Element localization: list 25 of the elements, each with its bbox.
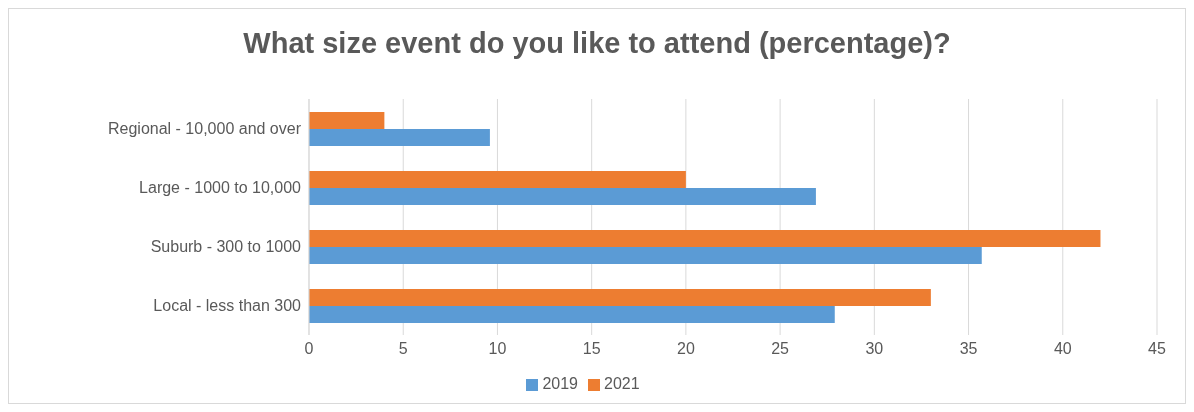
x-tick-label: 25 — [771, 340, 790, 358]
bar — [309, 187, 816, 205]
bar — [309, 288, 931, 306]
legend-label: 2021 — [604, 375, 640, 392]
y-tick-label: Regional - 10,000 and over — [107, 120, 302, 138]
y-tick-label: Large - 1000 to 10,000 — [139, 179, 302, 197]
x-tick-label: 20 — [676, 340, 695, 358]
x-tick-label: 5 — [398, 340, 408, 358]
legend-label: 2019 — [542, 375, 578, 392]
bar — [309, 111, 385, 129]
x-tick-label: 0 — [304, 340, 314, 358]
chart-title: What size event do you like to attend (percentage)? — [242, 26, 952, 61]
bar — [309, 229, 1101, 247]
x-tick-label: 15 — [582, 340, 601, 358]
x-tick-label: 35 — [959, 340, 978, 358]
bar — [309, 305, 835, 323]
bar — [309, 128, 490, 146]
x-tick-label: 45 — [1148, 340, 1166, 358]
bar — [309, 246, 982, 264]
x-tick-label: 10 — [488, 340, 507, 358]
x-tick-label: 30 — [865, 340, 884, 358]
y-tick-label: Local - less than 300 — [153, 297, 302, 315]
bar — [309, 170, 686, 188]
x-tick-label: 40 — [1053, 340, 1072, 358]
y-tick-label: Suburb - 300 to 1000 — [150, 238, 302, 256]
